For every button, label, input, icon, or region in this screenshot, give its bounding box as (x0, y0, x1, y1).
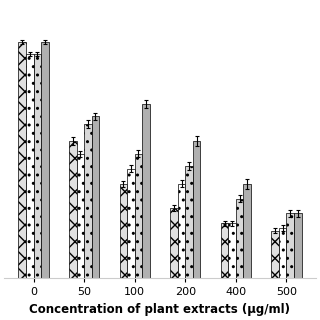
X-axis label: Concentration of plant extracts (µg/ml): Concentration of plant extracts (µg/ml) (29, 303, 291, 316)
Bar (170, 209, 178, 278)
Bar (271, 231, 279, 278)
Bar (69, 141, 76, 278)
Bar (221, 223, 228, 278)
Bar (142, 104, 150, 278)
Bar (41, 42, 49, 278)
Bar (228, 223, 236, 278)
Bar (127, 169, 135, 278)
Bar (120, 184, 127, 278)
Bar (236, 198, 244, 278)
Bar (193, 141, 200, 278)
Bar (135, 154, 142, 278)
Bar (84, 124, 92, 278)
Bar (34, 54, 41, 278)
Bar (244, 184, 251, 278)
Bar (286, 213, 294, 278)
Bar (185, 166, 193, 278)
Bar (76, 154, 84, 278)
Bar (92, 116, 99, 278)
Bar (279, 228, 286, 278)
Bar (18, 42, 26, 278)
Bar (178, 184, 185, 278)
Bar (294, 213, 302, 278)
Bar (26, 54, 34, 278)
